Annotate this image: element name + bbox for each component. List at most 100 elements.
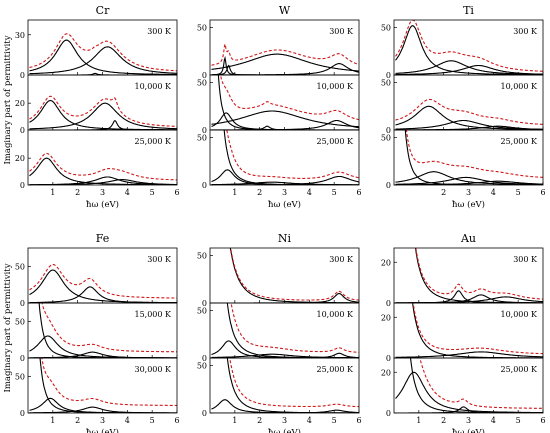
subplot-curves <box>395 248 543 303</box>
temperature-label: 10,000 K <box>500 310 538 319</box>
y-tick-label: 50 <box>197 134 207 143</box>
total-line <box>29 95 177 127</box>
y-tick-label: 0 <box>20 181 25 190</box>
temperature-label: 25,000 K <box>134 137 172 146</box>
subplot-curves <box>29 263 177 303</box>
temperature-label: 10,000 K <box>316 82 354 91</box>
y-axis-label-bottom: Imaginary part of permittivity <box>3 263 13 392</box>
component-line <box>29 99 177 130</box>
total-line <box>230 248 359 301</box>
temperature-label: 25,000 K <box>316 137 354 146</box>
x-tick-label: 4 <box>125 416 130 425</box>
x-tick-label: 2 <box>75 416 80 425</box>
x-tick-label: 1 <box>50 188 55 197</box>
y-tick-label: 0 <box>20 299 25 308</box>
x-tick-label: 6 <box>356 188 361 197</box>
x-tick-label: 1 <box>416 416 421 425</box>
x-tick-label: 2 <box>257 188 262 197</box>
y-tick-label: 0 <box>386 71 391 80</box>
component-line <box>29 102 177 130</box>
y-tick-label: 0 <box>386 181 391 190</box>
x-tick-label: 1 <box>232 188 237 197</box>
temperature-label: 300 K <box>329 27 354 36</box>
total-line <box>229 358 359 408</box>
x-axis-label: ħω (eV) <box>86 427 119 433</box>
subplot-curves <box>395 98 543 130</box>
x-tick-label: 4 <box>307 188 312 197</box>
total-line <box>29 152 177 181</box>
x-tick-label: 2 <box>441 188 446 197</box>
component-line <box>395 105 543 130</box>
x-tick-label: 5 <box>332 188 337 197</box>
temperature-label: 25,000 K <box>316 365 354 374</box>
x-axis-label: ħω (eV) <box>268 427 301 433</box>
y-tick-label: 0 <box>20 409 25 418</box>
component-line <box>211 64 359 75</box>
total-line <box>230 303 359 353</box>
temperature-label: 10,000 K <box>500 82 538 91</box>
total-line <box>41 358 177 406</box>
total-line <box>226 130 359 179</box>
component-line <box>211 110 359 128</box>
component-line <box>211 53 359 72</box>
total-line <box>220 75 359 121</box>
y-tick-label: 30 <box>15 31 25 40</box>
x-tick-label: 6 <box>540 188 545 197</box>
subplot-curves <box>211 44 359 75</box>
temperature-label: 25,000 K <box>500 137 538 146</box>
y-tick-label: 50 <box>197 79 207 88</box>
temperature-label: 300 K <box>513 255 538 264</box>
y-tick-label: 50 <box>197 307 207 316</box>
temperature-label: 30,000 K <box>134 365 172 374</box>
subplot-curves <box>29 95 177 130</box>
total-line <box>29 263 177 299</box>
temperature-label: 15,000 K <box>134 310 172 319</box>
x-axis-label: ħω (eV) <box>86 199 119 210</box>
x-axis-label: ħω (eV) <box>268 199 301 210</box>
y-tick-label: 50 <box>15 262 25 271</box>
panel-title-ni: Ni <box>278 232 292 245</box>
y-tick-label: 0 <box>202 181 207 190</box>
y-tick-label: 50 <box>197 252 207 261</box>
panel-title-ti: Ti <box>463 4 474 17</box>
x-tick-label: 6 <box>356 416 361 425</box>
x-tick-label: 5 <box>516 416 521 425</box>
x-tick-label: 4 <box>307 416 312 425</box>
x-tick-label: 6 <box>174 188 179 197</box>
component-line <box>29 46 177 75</box>
panel-title-au: Au <box>460 232 476 245</box>
subplot-curves <box>211 248 359 303</box>
y-tick-label: 50 <box>15 372 25 381</box>
x-tick-label: 6 <box>540 416 545 425</box>
panel-title-fe: Fe <box>96 232 110 245</box>
temperature-label: 10,000 K <box>316 310 354 319</box>
temperature-label: 300 K <box>147 255 172 264</box>
x-tick-label: 6 <box>174 416 179 425</box>
y-tick-label: 0 <box>386 126 391 135</box>
total-line <box>211 44 359 66</box>
y-tick-label: 0 <box>20 354 25 363</box>
x-tick-label: 4 <box>491 188 496 197</box>
x-tick-label: 4 <box>125 188 130 197</box>
x-tick-label: 5 <box>332 416 337 425</box>
subplot-curves <box>29 152 177 185</box>
subplot-curves <box>211 130 359 185</box>
temperature-label: 10,000 K <box>134 82 172 91</box>
x-tick-label: 3 <box>282 416 287 425</box>
y-tick-label: 20 <box>381 313 391 322</box>
y-tick-label: 50 <box>381 134 391 143</box>
temperature-label: 300 K <box>513 27 538 36</box>
y-tick-label: 20 <box>15 99 25 108</box>
x-tick-label: 3 <box>466 188 471 197</box>
y-tick-label: 0 <box>20 71 25 80</box>
y-tick-label: 0 <box>386 354 391 363</box>
y-tick-label: 0 <box>202 126 207 135</box>
y-axis-label-top: Imaginary part of permittivity <box>3 35 13 164</box>
temperature-label: 300 K <box>329 255 354 264</box>
total-line <box>41 303 177 353</box>
y-tick-label: 50 <box>197 24 207 33</box>
temperature-label: 25,000 K <box>500 365 538 374</box>
x-tick-label: 3 <box>282 188 287 197</box>
x-tick-label: 1 <box>232 416 237 425</box>
